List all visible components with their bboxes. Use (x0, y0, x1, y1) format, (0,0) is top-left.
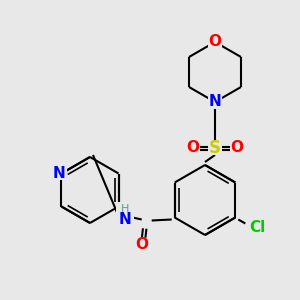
Bar (208, 142, 222, 154)
Bar (116, 202, 134, 224)
Bar (135, 238, 149, 251)
Text: O: O (135, 237, 148, 252)
Text: N: N (118, 212, 131, 227)
Text: H: H (121, 205, 129, 214)
Text: Cl: Cl (249, 220, 266, 235)
Bar (246, 221, 268, 234)
Text: O: O (230, 140, 244, 155)
Text: O: O (208, 34, 221, 50)
Bar (208, 35, 222, 49)
Text: N: N (53, 166, 66, 181)
Bar (186, 142, 200, 154)
Text: S: S (209, 139, 221, 157)
Text: O: O (187, 140, 200, 155)
Bar (208, 95, 222, 109)
Text: N: N (208, 94, 221, 110)
Bar (51, 167, 68, 180)
Bar (230, 142, 244, 154)
